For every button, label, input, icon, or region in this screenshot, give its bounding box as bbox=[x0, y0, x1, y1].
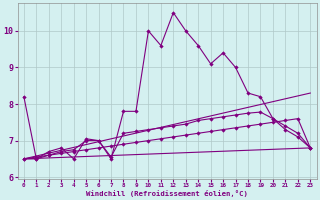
X-axis label: Windchill (Refroidissement éolien,°C): Windchill (Refroidissement éolien,°C) bbox=[86, 190, 248, 197]
